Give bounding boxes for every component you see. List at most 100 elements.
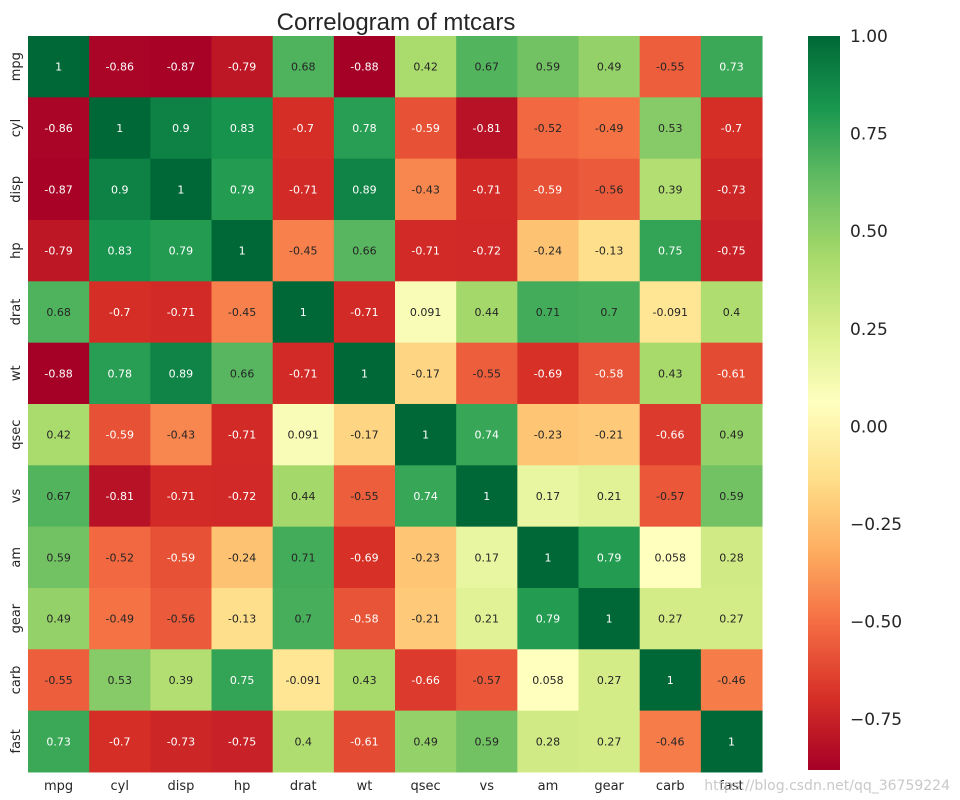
cell-label-cyl-qsec: -0.59	[411, 122, 439, 135]
cell-mpg-disp	[150, 36, 213, 98]
cell-hp-qsec	[395, 219, 457, 282]
colorbar-tick-2: 0.50	[850, 222, 888, 242]
cell-label-hp-disp: 0.79	[169, 245, 194, 258]
cell-label-mpg-fast: 0.73	[719, 61, 744, 74]
cell-label-qsec-disp: -0.43	[167, 429, 195, 442]
cell-mpg-cyl	[89, 36, 151, 98]
cell-label-cyl-wt: 0.78	[352, 122, 377, 135]
cell-drat-gear	[578, 281, 641, 344]
cell-label-qsec-cyl: -0.59	[106, 429, 134, 442]
cell-carb-drat	[272, 649, 335, 712]
cell-mpg-fast	[700, 36, 763, 98]
cell-vs-gear	[578, 465, 641, 528]
cell-label-am-hp: -0.24	[228, 551, 256, 564]
cell-label-hp-am: -0.24	[534, 245, 562, 258]
cell-cyl-hp	[211, 97, 274, 160]
cell-label-fast-fast: 1	[728, 735, 735, 748]
cell-disp-gear	[578, 158, 641, 221]
cell-label-drat-qsec: 0.091	[410, 306, 442, 319]
cell-label-drat-cyl: -0.7	[109, 306, 130, 319]
cell-drat-hp	[211, 281, 274, 344]
y-tick-fast: fast	[9, 729, 24, 753]
cell-label-fast-cyl: -0.7	[109, 735, 130, 748]
cell-qsec-mpg	[28, 403, 90, 466]
cell-wt-am	[517, 342, 580, 405]
cell-qsec-cyl	[89, 403, 151, 466]
cell-carb-disp	[150, 649, 213, 712]
cell-wt-disp	[150, 342, 213, 405]
cell-label-mpg-hp: -0.79	[228, 61, 256, 74]
cell-label-cyl-mpg: -0.86	[44, 122, 72, 135]
colorbar-tick-5: −0.25	[850, 515, 902, 535]
cell-label-wt-gear: -0.58	[595, 367, 623, 380]
cell-label-vs-qsec: 0.74	[413, 490, 438, 503]
cell-label-carb-gear: 0.27	[597, 674, 622, 687]
cell-disp-disp	[150, 158, 213, 221]
cell-label-am-gear: 0.79	[597, 551, 622, 564]
cell-carb-mpg	[28, 649, 90, 712]
x-tick-disp: disp	[167, 779, 194, 794]
x-tick-vs: vs	[480, 779, 495, 794]
cell-gear-wt	[333, 587, 396, 650]
colorbar	[808, 36, 840, 770]
cell-cyl-fast	[700, 97, 763, 160]
cell-label-cyl-gear: -0.49	[595, 122, 623, 135]
cell-cyl-carb	[639, 97, 702, 160]
cell-label-disp-fast: -0.73	[717, 183, 745, 196]
cell-label-carb-hp: 0.75	[230, 674, 255, 687]
cell-label-am-cyl: -0.52	[106, 551, 134, 564]
cell-label-hp-vs: -0.72	[473, 245, 501, 258]
cell-am-gear	[578, 526, 641, 589]
cell-label-qsec-qsec: 1	[422, 429, 429, 442]
cell-label-qsec-am: -0.23	[534, 429, 562, 442]
cell-hp-disp	[150, 219, 213, 282]
cell-label-wt-cyl: 0.78	[108, 367, 133, 380]
cell-label-carb-qsec: -0.66	[411, 674, 439, 687]
cell-label-am-disp: -0.59	[167, 551, 195, 564]
cell-cyl-drat	[272, 97, 335, 160]
cell-label-wt-wt: 1	[361, 367, 368, 380]
chart-title: Correlogram of mtcars	[277, 9, 516, 36]
cell-cyl-cyl	[89, 97, 151, 160]
cell-label-am-wt: -0.69	[350, 551, 378, 564]
cell-label-hp-cyl: 0.83	[108, 245, 133, 258]
cell-label-qsec-wt: -0.17	[350, 429, 378, 442]
cell-carb-am	[517, 649, 580, 712]
cell-label-wt-vs: -0.55	[473, 367, 501, 380]
cell-mpg-carb	[639, 36, 702, 98]
cell-label-carb-fast: -0.46	[717, 674, 745, 687]
cell-cyl-disp	[150, 97, 213, 160]
cell-label-disp-disp: 1	[177, 183, 184, 196]
cell-label-vs-mpg: 0.67	[46, 490, 71, 503]
cell-wt-gear	[578, 342, 641, 405]
x-tick-carb: carb	[656, 779, 685, 794]
cell-label-mpg-carb: -0.55	[656, 61, 684, 74]
cell-label-mpg-am: 0.59	[536, 61, 561, 74]
cell-label-carb-mpg: -0.55	[44, 674, 72, 687]
cell-label-cyl-cyl: 1	[116, 122, 123, 135]
cell-label-am-qsec: -0.23	[411, 551, 439, 564]
y-tick-drat: drat	[9, 299, 24, 326]
cell-drat-vs	[456, 281, 518, 344]
cell-label-carb-wt: 0.43	[352, 674, 377, 687]
cell-label-fast-mpg: 0.73	[46, 735, 71, 748]
cell-fast-qsec	[395, 710, 457, 773]
cell-label-carb-carb: 1	[667, 674, 674, 687]
cell-am-fast	[700, 526, 763, 589]
cell-drat-cyl	[89, 281, 151, 344]
cell-gear-qsec	[395, 587, 457, 650]
cell-cyl-gear	[578, 97, 641, 160]
cell-label-qsec-carb: -0.66	[656, 429, 684, 442]
y-tick-gear: gear	[9, 603, 24, 633]
cell-label-cyl-disp: 0.9	[172, 122, 190, 135]
cell-fast-carb	[639, 710, 702, 773]
cell-disp-cyl	[89, 158, 151, 221]
cell-label-mpg-mpg: 1	[55, 61, 62, 74]
cell-label-vs-cyl: -0.81	[106, 490, 134, 503]
cell-label-hp-fast: -0.75	[717, 245, 745, 258]
cell-label-vs-vs: 1	[483, 490, 490, 503]
cell-qsec-gear	[578, 403, 641, 466]
cell-label-disp-drat: -0.71	[289, 183, 317, 196]
x-tick-gear: gear	[594, 779, 624, 794]
cell-hp-am	[517, 219, 580, 282]
